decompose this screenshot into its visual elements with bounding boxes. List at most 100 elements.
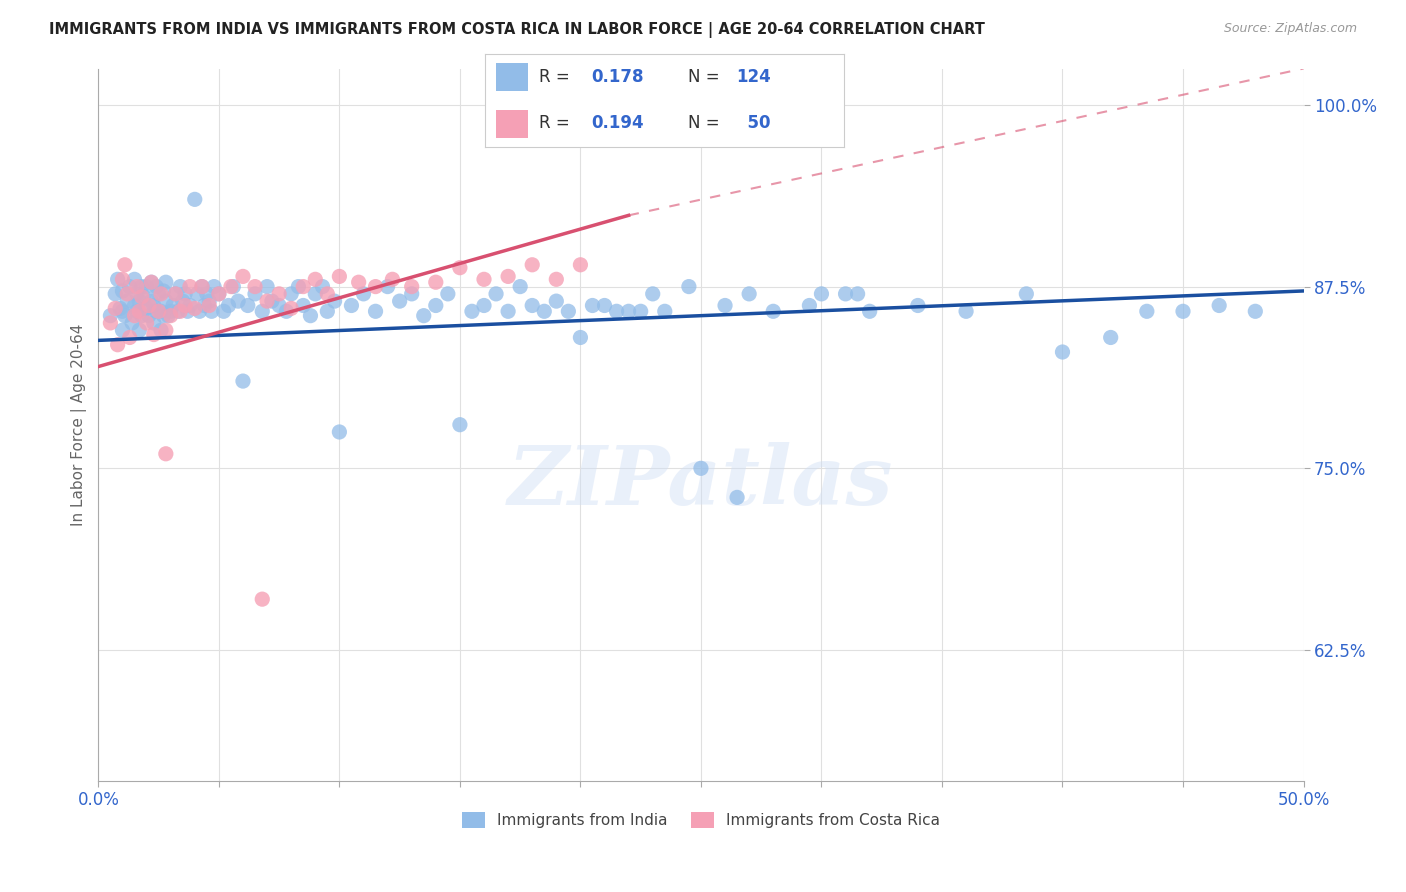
Point	[201, 304, 224, 318]
Point	[846, 286, 869, 301]
Point	[100, 309, 122, 323]
Point	[955, 304, 977, 318]
Point	[401, 279, 423, 293]
Legend: Immigrants from India, Immigrants from Costa Rica: Immigrants from India, Immigrants from C…	[456, 806, 946, 834]
Point	[219, 279, 242, 293]
Point	[377, 279, 399, 293]
Text: 50: 50	[737, 114, 770, 132]
Point	[1052, 345, 1074, 359]
Text: 0.194: 0.194	[591, 114, 644, 132]
Point	[111, 323, 134, 337]
Point	[135, 279, 157, 293]
Point	[323, 294, 346, 309]
Point	[340, 298, 363, 312]
Point	[184, 301, 207, 316]
Point	[907, 298, 929, 312]
Point	[107, 337, 129, 351]
Point	[169, 279, 191, 293]
Y-axis label: In Labor Force | Age 20-64: In Labor Force | Age 20-64	[72, 324, 87, 526]
Point	[212, 304, 235, 318]
Point	[292, 279, 315, 293]
Point	[179, 298, 201, 312]
Point	[193, 298, 215, 312]
Point	[107, 272, 129, 286]
Point	[155, 323, 177, 337]
Point	[195, 286, 218, 301]
Point	[124, 309, 146, 323]
Point	[243, 286, 266, 301]
Text: N =: N =	[688, 114, 724, 132]
Point	[117, 286, 139, 301]
Point	[678, 279, 700, 293]
Point	[186, 286, 208, 301]
Point	[799, 298, 821, 312]
Point	[557, 304, 579, 318]
Point	[174, 298, 197, 312]
Point	[150, 323, 173, 337]
Point	[202, 279, 225, 293]
Bar	[496, 110, 529, 138]
Point	[449, 260, 471, 275]
Point	[155, 275, 177, 289]
Point	[1136, 304, 1159, 318]
Point	[292, 298, 315, 312]
Point	[150, 304, 173, 318]
Point	[496, 269, 519, 284]
Point	[328, 269, 350, 284]
Point	[425, 298, 447, 312]
Point	[142, 327, 165, 342]
Point	[184, 193, 207, 207]
Text: ZIPatlas: ZIPatlas	[508, 442, 894, 522]
Point	[145, 279, 167, 293]
Point	[176, 304, 198, 318]
Point	[157, 309, 180, 323]
Point	[135, 316, 157, 330]
Point	[412, 309, 434, 323]
Point	[299, 309, 322, 323]
Point	[155, 447, 177, 461]
Point	[859, 304, 882, 318]
Point	[135, 301, 157, 316]
Point	[269, 298, 291, 312]
Point	[169, 304, 191, 318]
Point	[1208, 298, 1230, 312]
Point	[125, 286, 148, 301]
Point	[472, 272, 495, 286]
Point	[232, 269, 254, 284]
Point	[150, 286, 173, 301]
Point	[138, 298, 160, 312]
Point	[252, 304, 274, 318]
Point	[208, 286, 231, 301]
Bar	[496, 63, 529, 91]
Point	[472, 298, 495, 312]
Point	[198, 298, 221, 312]
Point	[134, 290, 156, 304]
Point	[218, 298, 240, 312]
Point	[690, 461, 713, 475]
Point	[546, 272, 568, 286]
Point	[738, 286, 761, 301]
Point	[108, 301, 131, 316]
Point	[124, 298, 146, 312]
Point	[304, 272, 326, 286]
Point	[159, 309, 181, 323]
Point	[131, 309, 153, 323]
Point	[111, 284, 134, 298]
Point	[1015, 286, 1038, 301]
Point	[304, 286, 326, 301]
Point	[287, 279, 309, 293]
Point	[165, 286, 187, 301]
Point	[522, 298, 544, 312]
Point	[353, 286, 375, 301]
Point	[104, 301, 127, 316]
Point	[131, 279, 153, 293]
Point	[364, 304, 387, 318]
Point	[569, 330, 592, 344]
Point	[461, 304, 484, 318]
Point	[138, 309, 160, 323]
Point	[141, 275, 163, 289]
Point	[485, 286, 508, 301]
Point	[762, 304, 785, 318]
Point	[1171, 304, 1194, 318]
Point	[152, 309, 174, 323]
